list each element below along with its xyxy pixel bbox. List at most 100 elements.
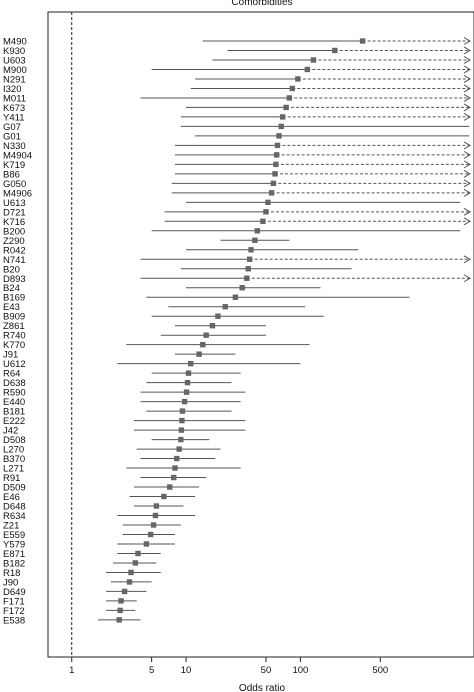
ci-arrow [463,160,471,169]
row-label: N291 [3,74,26,85]
forest-rows: M490K930U603M900N291I320M011K673Y411G07G… [3,37,471,626]
ci-arrow [463,84,471,93]
row-label: B169 [3,293,25,304]
row-label: K716 [3,217,25,228]
row-label: U612 [3,359,26,370]
ci-arrow [463,179,471,188]
row-label: M900 [3,65,27,76]
odds-ratio-marker [245,266,251,272]
odds-ratio-marker [179,417,185,424]
row-label: E46 [3,492,20,503]
odds-ratio-marker [132,560,139,566]
row-label: N741 [3,255,26,266]
ci-arrow [463,188,471,197]
row-label: F172 [3,606,25,617]
odds-ratio-marker [283,104,289,111]
ci-arrow [463,75,471,83]
row-label: J91 [3,350,18,361]
row-label: D649 [3,587,26,598]
ci-arrow [463,274,471,283]
x-tick-label: 5 [149,665,154,676]
ci-arrow [463,217,471,226]
odds-ratio-marker [121,588,128,595]
odds-ratio-marker [274,142,281,149]
odds-ratio-marker [260,218,266,225]
row-label: E222 [3,416,25,427]
row-label: E440 [3,397,25,408]
odds-ratio-marker [279,114,286,120]
odds-ratio-marker [209,323,216,329]
x-tick-label: 10 [181,665,192,676]
row-label: R042 [3,245,26,256]
row-label: B20 [3,264,20,275]
row-label: R18 [3,568,20,579]
x-tick-label: 500 [372,665,388,676]
row-label: R91 [3,473,20,484]
row-label: D893 [3,274,26,285]
odds-ratio-marker [278,123,284,130]
ci-arrow [463,207,471,216]
row-label: D721 [3,207,26,218]
x-axis: 1 5 10 50 100 500 [69,657,388,676]
odds-ratio-marker [178,427,185,433]
row-label: I320 [3,84,22,95]
odds-ratio-marker [174,455,180,462]
odds-ratio-marker [167,484,173,490]
odds-ratio-marker [176,446,182,452]
row-label: K719 [3,160,25,171]
odds-ratio-marker [359,38,366,44]
row-label: R64 [3,369,20,380]
ci-arrow [463,65,471,74]
odds-ratio-marker [188,360,194,367]
row-label: Y411 [3,112,24,123]
row-label: B181 [3,407,25,418]
plot-frame [47,11,474,658]
ci-arrow [463,37,471,45]
odds-ratio-marker [310,57,317,63]
odds-ratio-marker [289,85,296,92]
row-label: B182 [3,558,25,569]
row-label: K930 [3,46,25,57]
odds-ratio-marker [246,256,253,262]
row-label: K673 [3,103,25,114]
odds-ratio-marker [273,152,280,158]
row-label: B24 [3,283,20,294]
odds-ratio-marker [152,512,159,519]
row-label: U603 [3,55,26,66]
ci-arrow [463,150,471,159]
row-label: Y579 [3,539,25,550]
odds-ratio-marker [183,389,190,395]
odds-ratio-marker [203,332,209,338]
row-label: U613 [3,198,26,209]
odds-ratio-marker [147,531,154,538]
odds-ratio-marker [181,398,188,405]
row-label: M011 [3,93,26,104]
row-label: B370 [3,454,25,465]
ci-arrow [463,141,471,150]
row-label: E871 [3,549,25,560]
row-label: Z290 [3,236,25,247]
row-label: F171 [3,596,25,607]
odds-ratio-marker [273,161,279,168]
odds-ratio-marker [150,522,157,528]
odds-ratio-marker [304,66,311,73]
odds-ratio-marker [200,341,206,348]
odds-ratio-marker [332,47,338,54]
odds-ratio-marker [239,285,245,291]
row-label: J90 [3,577,18,588]
odds-ratio-marker [184,379,191,386]
ci-arrow [463,46,471,55]
ci-arrow [463,112,471,121]
row-label: E559 [3,530,25,541]
odds-ratio-marker [116,617,122,623]
row-label: R590 [3,388,26,399]
odds-ratio-marker [270,180,277,187]
chart-title: Comorbidities [231,0,292,8]
row-label: D508 [3,435,26,446]
odds-ratio-marker [117,607,123,614]
x-axis-label: Odds ratio [239,683,286,692]
row-label: R634 [3,511,26,522]
row-label: E538 [3,615,25,626]
row-label: M490 [3,37,27,48]
